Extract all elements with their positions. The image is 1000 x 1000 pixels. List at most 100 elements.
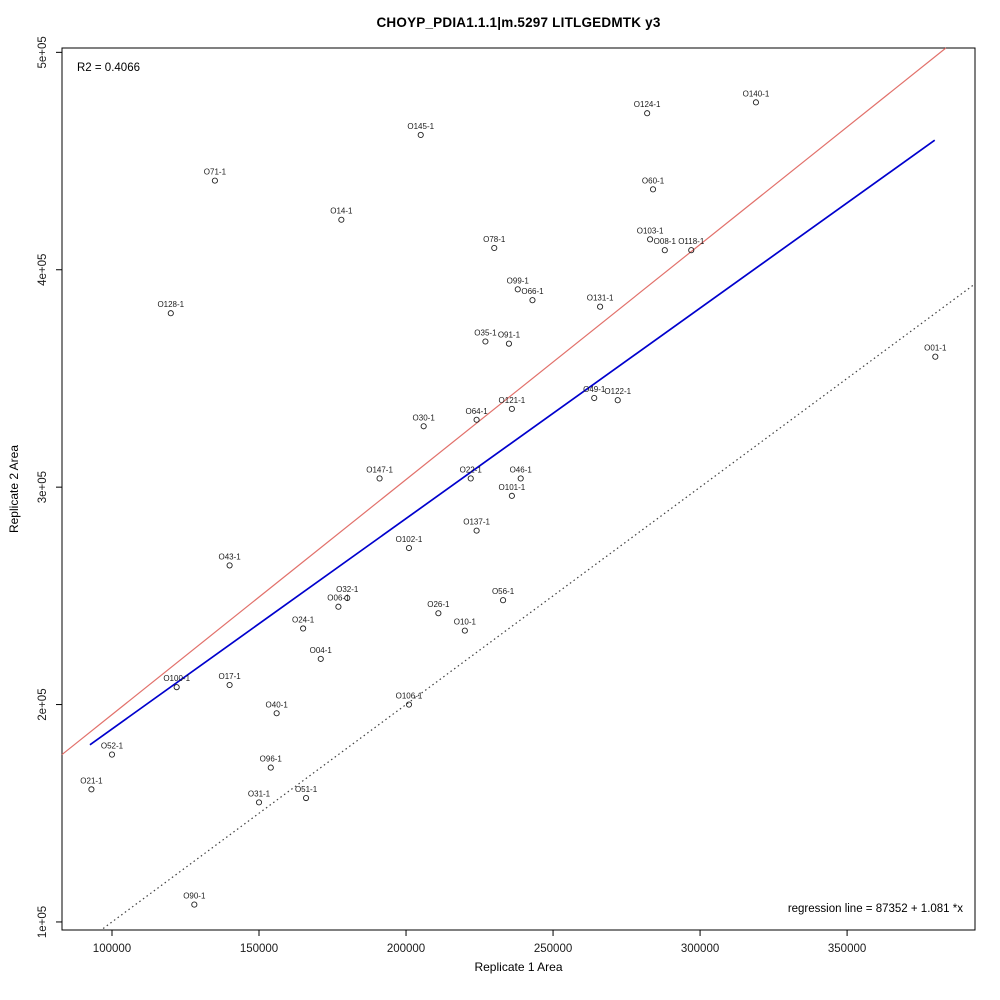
point-label: O49-1 xyxy=(583,385,606,394)
point-label: O71-1 xyxy=(204,168,227,177)
data-point-marker xyxy=(335,603,342,610)
data-point-marker xyxy=(752,99,759,106)
data-point-marker xyxy=(649,186,657,193)
point-label: O99-1 xyxy=(507,276,530,285)
identity-line xyxy=(102,284,974,929)
x-tick-label: 300000 xyxy=(681,943,719,955)
data-point-marker xyxy=(211,177,218,184)
point-label: O64-1 xyxy=(465,407,488,416)
point-label: O43-1 xyxy=(218,552,241,561)
x-tick-label: 200000 xyxy=(387,943,425,955)
data-point-marker xyxy=(420,423,427,430)
data-point-marker xyxy=(591,394,598,402)
data-point-marker xyxy=(473,416,480,423)
point-label: O100-1 xyxy=(163,674,190,683)
data-point-marker xyxy=(467,475,474,482)
y-tick-label: 2e+05 xyxy=(37,688,49,720)
data-point-marker xyxy=(344,594,351,602)
data-point-marker xyxy=(517,475,524,482)
point-label: O06-1 xyxy=(327,594,350,603)
point-label: O122-1 xyxy=(604,387,631,396)
point-label: O32-1 xyxy=(336,585,359,594)
data-point-marker xyxy=(514,286,521,293)
data-point-marker xyxy=(108,751,116,758)
x-tick-label: 350000 xyxy=(828,943,866,955)
chart-title: CHOYP_PDIA1.1.1|m.5297 LITLGEDMTK y3 xyxy=(376,15,661,30)
point-label: O60-1 xyxy=(642,176,665,185)
point-label: O10-1 xyxy=(454,618,477,627)
data-point-marker xyxy=(405,544,413,552)
data-point-marker xyxy=(417,131,424,139)
point-label: O17-1 xyxy=(218,672,241,681)
point-label: O118-1 xyxy=(678,237,705,246)
point-label: O90-1 xyxy=(183,892,206,901)
point-label: O103-1 xyxy=(637,226,664,235)
data-point-marker xyxy=(647,236,654,243)
point-label: O01-1 xyxy=(924,344,947,353)
x-axis-title: Replicate 1 Area xyxy=(474,960,563,974)
data-point-marker xyxy=(191,901,198,908)
point-label: O14-1 xyxy=(330,207,353,216)
regression-line xyxy=(89,139,936,746)
data-point-marker xyxy=(376,475,383,482)
data-point-marker xyxy=(88,786,95,793)
data-point-marker xyxy=(255,799,263,806)
data-point-marker xyxy=(505,340,512,347)
point-label: O145-1 xyxy=(407,122,434,131)
point-label: O56-1 xyxy=(492,587,515,596)
data-point-marker xyxy=(482,338,489,345)
point-label: O131-1 xyxy=(587,294,614,303)
point-label: O04-1 xyxy=(310,646,333,655)
point-label: O21-1 xyxy=(80,776,103,785)
data-point-marker xyxy=(300,625,307,632)
point-label: O91-1 xyxy=(498,331,521,340)
data-point-marker xyxy=(226,681,233,689)
y-tick-label: 5e+05 xyxy=(37,36,49,68)
point-label: O101-1 xyxy=(499,483,526,492)
data-point-marker xyxy=(644,110,651,117)
data-point-marker xyxy=(461,627,468,634)
data-point-marker xyxy=(491,244,498,252)
data-point-marker xyxy=(529,297,536,304)
point-label: O106-1 xyxy=(396,692,423,701)
data-point-marker xyxy=(500,597,507,604)
data-point-marker xyxy=(303,794,310,802)
point-label: O40-1 xyxy=(266,700,289,709)
point-label: O26-1 xyxy=(427,600,450,609)
data-point-marker xyxy=(597,303,604,310)
point-label: O31-1 xyxy=(248,789,271,798)
point-label: O08-1 xyxy=(654,237,677,246)
data-point-marker xyxy=(508,492,515,499)
point-label: O46-1 xyxy=(510,465,533,474)
point-label: O96-1 xyxy=(260,755,283,764)
y-tick-label: 4e+05 xyxy=(37,254,49,286)
point-label: O147-1 xyxy=(366,465,393,474)
x-tick-label: 150000 xyxy=(240,943,278,955)
data-point-marker xyxy=(226,562,233,569)
x-tick-label: 250000 xyxy=(534,943,572,955)
point-label: O102-1 xyxy=(396,535,423,544)
y-axis-title: Replicate 2 Area xyxy=(7,444,21,534)
data-point-marker xyxy=(688,247,695,254)
data-point-marker xyxy=(932,353,939,360)
data-point-marker xyxy=(173,684,180,691)
point-label: O52-1 xyxy=(101,742,124,751)
y-tick-label: 1e+05 xyxy=(37,906,49,938)
point-label: O30-1 xyxy=(413,413,436,422)
data-point-marker xyxy=(661,247,668,254)
data-point-marker xyxy=(473,527,480,534)
data-point-marker xyxy=(273,710,280,717)
plot-box xyxy=(61,47,976,931)
point-label: O24-1 xyxy=(292,615,315,624)
point-label: O121-1 xyxy=(499,396,526,405)
data-point-marker xyxy=(267,764,274,771)
point-label: O128-1 xyxy=(157,300,184,309)
data-point-marker xyxy=(614,397,621,404)
point-label: O22-1 xyxy=(460,465,483,474)
regression-equation-annotation: regression line = 87352 + 1.081 *x xyxy=(787,903,963,915)
point-label: O51-1 xyxy=(295,785,318,794)
data-point-marker xyxy=(338,216,345,223)
r2-annotation: R2 = 0.4066 xyxy=(77,62,140,74)
